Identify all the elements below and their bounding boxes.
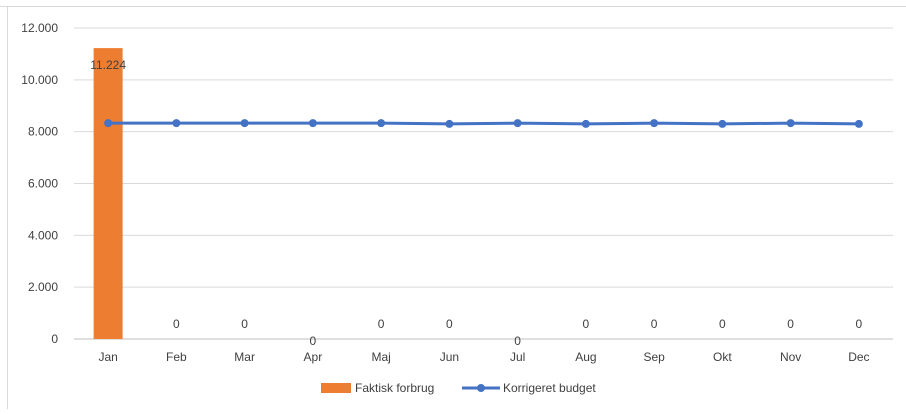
line-point xyxy=(854,119,863,128)
x-tick-label: Jul xyxy=(510,350,525,364)
line-point xyxy=(104,119,113,128)
x-tick-label: Maj xyxy=(371,350,390,364)
line-point xyxy=(786,119,795,128)
y-tick-label: 10.000 xyxy=(21,73,58,87)
bar-data-label: 0 xyxy=(856,317,863,331)
x-tick-label: Dec xyxy=(848,350,869,364)
line-series-korrigeret-budget xyxy=(104,119,863,128)
bar-data-label: 0 xyxy=(241,317,248,331)
bar-data-label: 0 xyxy=(583,317,590,331)
bar-data-label: 0 xyxy=(651,317,658,331)
x-tick-label: Nov xyxy=(780,350,801,364)
y-tick-label: 12.000 xyxy=(21,21,58,35)
x-tick-label: Feb xyxy=(166,350,187,364)
bar-series-faktisk-forbrug xyxy=(93,48,123,340)
bar-data-label: 11.224 xyxy=(90,58,126,72)
gridlines xyxy=(74,27,893,340)
bar-data-label: 0 xyxy=(378,317,385,331)
line-point xyxy=(172,119,181,128)
x-tick-label: Okt xyxy=(713,350,732,364)
bar-data-labels: 11.224 0 0 0 0 0 0 0 0 0 0 0 xyxy=(90,58,862,348)
y-tick-label: 4.000 xyxy=(28,228,58,242)
x-tick-label: Apr xyxy=(304,350,323,364)
legend-swatch-marker xyxy=(477,384,485,392)
bar-data-label: 0 xyxy=(719,317,726,331)
chart-frame-left xyxy=(7,6,8,409)
y-axis-tick-labels: 0 2.000 4.000 6.000 8.000 10.000 12.000 xyxy=(21,21,58,346)
bar-data-label: 0 xyxy=(514,334,521,348)
x-axis-tick-labels: Jan Feb Mar Apr Maj Jun Jul Aug Sep Okt Nov Dec xyxy=(98,350,869,364)
y-tick-label: 2.000 xyxy=(28,280,58,294)
x-tick-label: Aug xyxy=(575,350,596,364)
bar-data-label: 0 xyxy=(446,317,453,331)
bar-data-label: 0 xyxy=(310,334,317,348)
x-tick-label: Jun xyxy=(440,350,459,364)
line-point xyxy=(718,119,727,128)
chart-frame-top xyxy=(0,6,906,7)
x-tick-label: Mar xyxy=(234,350,255,364)
y-tick-label: 0 xyxy=(51,332,58,346)
bar-data-label: 0 xyxy=(787,317,794,331)
line-point xyxy=(513,119,522,128)
line-point xyxy=(445,119,454,128)
line-point xyxy=(308,119,317,128)
line-point xyxy=(581,119,590,128)
bar xyxy=(93,48,123,340)
bar-data-label: 0 xyxy=(173,317,180,331)
legend-label: Faktisk forbrug xyxy=(355,381,434,395)
series-line xyxy=(106,121,861,126)
legend-label: Korrigeret budget xyxy=(503,381,596,395)
line-point xyxy=(377,119,386,128)
legend: Faktisk forbrug Korrigeret budget xyxy=(321,381,596,395)
x-tick-label: Sep xyxy=(643,350,665,364)
y-tick-label: 6.000 xyxy=(28,177,58,191)
legend-swatch-bar xyxy=(321,383,351,393)
y-tick-label: 8.000 xyxy=(28,125,58,139)
line-point xyxy=(650,119,659,128)
x-tick-label: Jan xyxy=(98,350,117,364)
line-point xyxy=(240,119,249,128)
